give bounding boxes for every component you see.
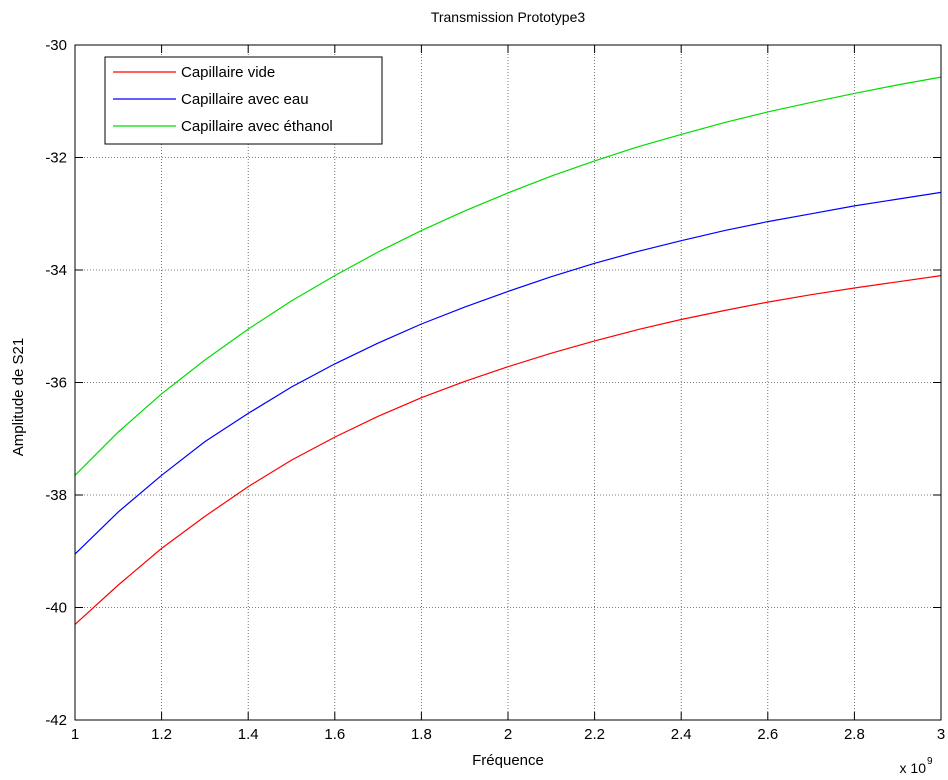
x-tick-label: 2.2 — [584, 726, 605, 743]
tick-labels: 1 1.2 1.4 1.6 1.8 2 2.2 2.4 2.6 2.8 3 -42 -40 -38 -36 -… — [45, 37, 945, 743]
legend: Capillaire vide Capillaire avec eau Capill… — [104, 56, 383, 145]
y-tick-label: -36 — [45, 375, 67, 392]
y-tick-label: -34 — [45, 262, 67, 279]
x-tick-label: 2 — [504, 726, 512, 743]
legend-label: Capillaire avec éthanol — [181, 118, 333, 135]
x-tick-label: 2.8 — [844, 726, 865, 743]
x-tick-label: 1.4 — [238, 726, 259, 743]
series-lines — [74, 76, 942, 625]
legend-label: Capillaire avec eau — [181, 91, 309, 108]
x-tick-label: 1 — [71, 726, 79, 743]
x-axis-exponent-power: 9 — [927, 756, 933, 767]
series-line-2 — [74, 191, 942, 555]
x-axis-title: Fréquence — [472, 752, 544, 769]
legend-label: Capillaire vide — [181, 64, 275, 81]
x-tick-label: 1.8 — [411, 726, 432, 743]
x-tick-label: 1.2 — [151, 726, 172, 743]
y-tick-label: -42 — [45, 712, 67, 729]
x-tick-label: 1.6 — [324, 726, 345, 743]
y-tick-label: -30 — [45, 37, 67, 54]
y-tick-label: -32 — [45, 150, 67, 167]
x-tick-label: 2.6 — [757, 726, 778, 743]
x-tick-label: 3 — [937, 726, 945, 743]
y-tick-label: -38 — [45, 487, 67, 504]
x-axis-exponent-label: x 10 — [900, 760, 927, 776]
y-tick-label: -40 — [45, 600, 67, 617]
x-tick-label: 2.4 — [671, 726, 692, 743]
y-axis-title: Amplitude de S21 — [10, 338, 27, 456]
ticks — [74, 44, 942, 721]
chart-title: Transmission Prototype3 — [431, 9, 586, 25]
series-line-1 — [74, 275, 942, 625]
series-line-3 — [74, 76, 942, 476]
